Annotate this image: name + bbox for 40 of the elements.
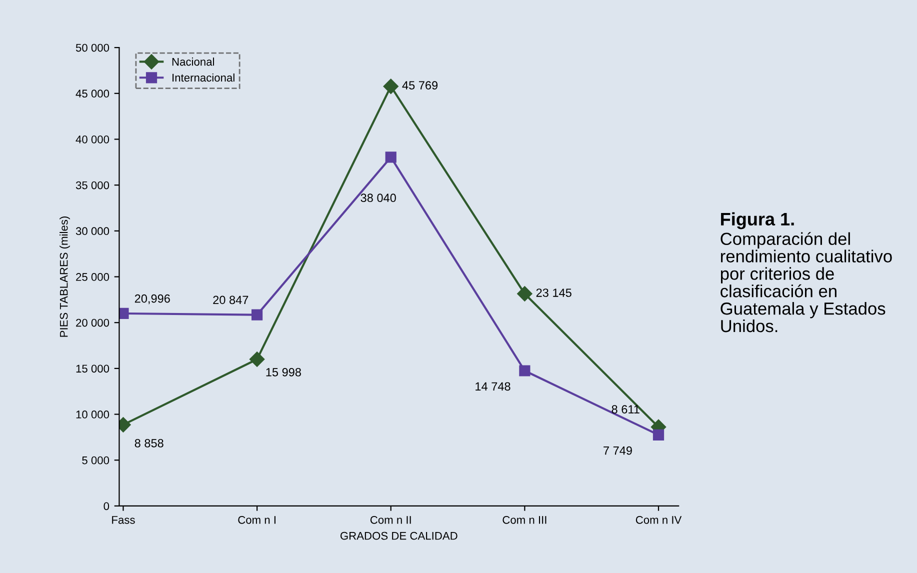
text: Figura 1. xyxy=(721,212,794,230)
point xyxy=(652,429,664,440)
y-tick-label: 15 000 xyxy=(76,364,110,373)
data-label: 14 748 xyxy=(476,382,510,391)
x-tick-label: Fass xyxy=(112,516,135,524)
y-tick-label: 45 000 xyxy=(76,90,110,98)
y-tick-label: 10 000 xyxy=(76,410,110,418)
x-tick-label: Com n III xyxy=(502,516,546,524)
data-label: 38 040 xyxy=(360,194,396,202)
x-tick-label: Com n I xyxy=(238,516,276,524)
y-axis-title: PIES TABLARES (miles) xyxy=(60,216,70,337)
y-tick-label: 5 000 xyxy=(82,456,110,464)
data-label: 15 998 xyxy=(266,368,301,376)
data-label: 23 145 xyxy=(536,288,572,297)
y-tick-label: 25 000 xyxy=(76,273,110,281)
text: Comparación del rendimiento cualitativo por criterios de clasificación en Guatemala y Estados Unidos. xyxy=(720,232,892,332)
data-label: 8 858 xyxy=(134,439,164,448)
legend-label: Internacional xyxy=(172,73,234,82)
point xyxy=(119,308,129,320)
data-label: 45 769 xyxy=(402,81,438,90)
y-tick-label: 50 000 xyxy=(76,44,110,52)
data-label: 20 847 xyxy=(213,296,248,304)
x-axis-title: GRADOS DE CALIDAD xyxy=(340,532,458,540)
y-tick-label: 40 000 xyxy=(76,136,110,144)
point xyxy=(383,78,398,94)
data-label: 7 749 xyxy=(604,446,632,455)
legend-label: Nacional xyxy=(172,58,214,66)
x-tick-label: Com n II xyxy=(370,516,411,524)
point xyxy=(519,365,530,376)
point xyxy=(385,152,396,163)
y-tick-label: 35 000 xyxy=(76,181,110,190)
y-tick-label: 20 000 xyxy=(76,318,110,327)
point xyxy=(517,286,532,302)
x-tick-label: Com n IV xyxy=(636,516,682,524)
point xyxy=(249,352,265,367)
point xyxy=(251,309,263,320)
y-tick-label: 30 000 xyxy=(76,227,110,236)
data-label: 20,996 xyxy=(134,294,170,304)
data-label: 8 611 xyxy=(612,405,640,414)
y-tick-label: 0 xyxy=(104,502,110,510)
